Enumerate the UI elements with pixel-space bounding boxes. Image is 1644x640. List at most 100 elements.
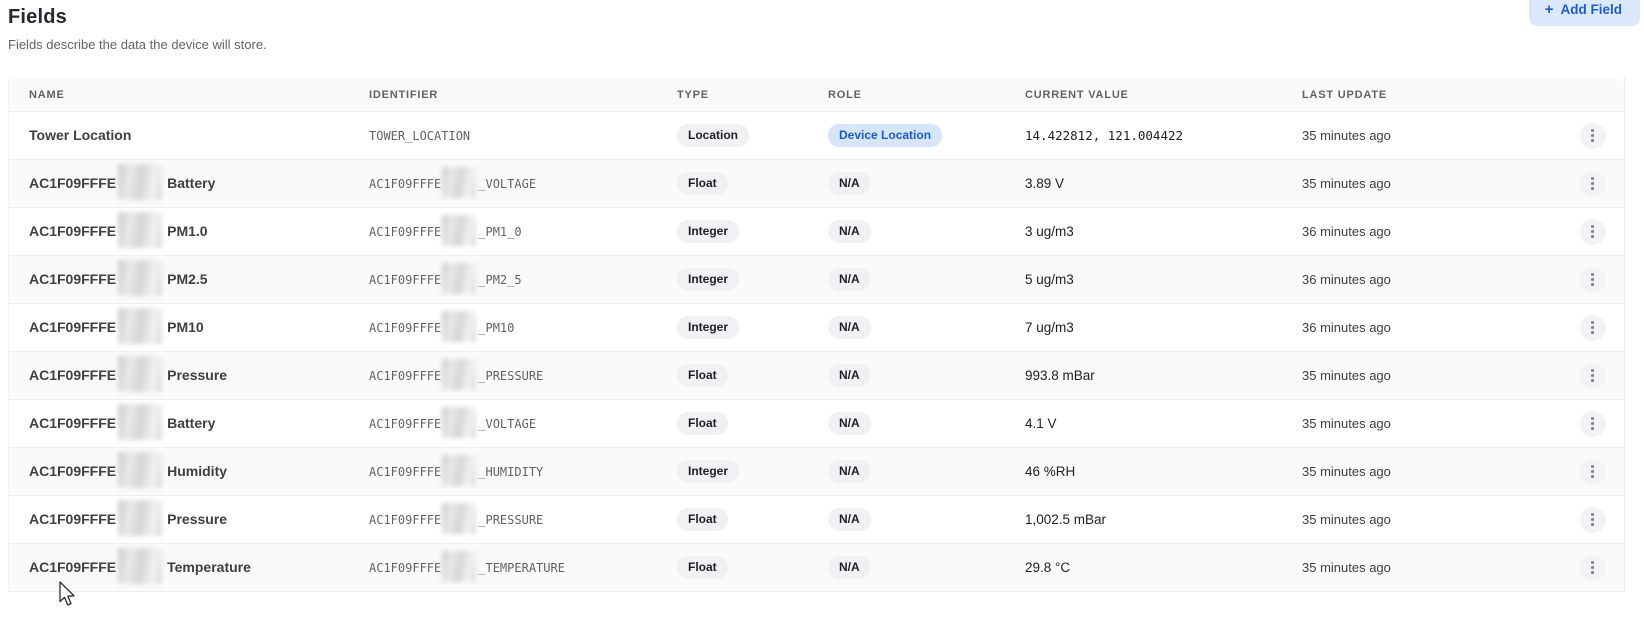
field-identifier-suffix: _TEMPERATURE (478, 560, 565, 575)
last-update: 35 minutes ago (1302, 463, 1391, 479)
kebab-icon (1591, 512, 1594, 516)
kebab-icon (1591, 464, 1594, 468)
kebab-icon (1591, 416, 1594, 420)
current-value: 3.89 V (1025, 175, 1065, 191)
kebab-icon (1591, 176, 1594, 180)
role-badge: N/A (828, 268, 871, 291)
redacted-block (442, 310, 477, 342)
row-menu-button[interactable] (1579, 554, 1606, 581)
row-menu-button[interactable] (1579, 218, 1606, 245)
redacted-block (442, 454, 477, 486)
row-menu-button[interactable] (1579, 266, 1606, 293)
current-value: 46 %RH (1025, 463, 1076, 479)
redacted-block (118, 212, 163, 249)
role-badge: N/A (828, 364, 871, 387)
last-update: 36 minutes ago (1302, 271, 1391, 287)
redacted-block (442, 406, 477, 438)
row-menu-button[interactable] (1579, 458, 1606, 485)
row-menu-button[interactable] (1579, 170, 1606, 197)
field-name-prefix: AC1F09FFFE (29, 510, 117, 527)
field-name-suffix: PM2.5 (167, 270, 208, 287)
fields-table: NAME IDENTIFIER TYPE ROLE CURRENT VALUE … (8, 78, 1625, 592)
field-name-prefix: AC1F09FFFE (29, 462, 117, 479)
type-badge: Integer (677, 460, 740, 483)
field-identifier-suffix: _PM1_0 (478, 224, 522, 239)
field-name-prefix: AC1F09FFFE (29, 366, 117, 383)
redacted-block (442, 502, 477, 534)
field-identifier-prefix: TOWER_LOCATION (369, 128, 471, 143)
redacted-block (118, 356, 163, 393)
field-identifier-suffix: _PM2_5 (478, 272, 522, 287)
kebab-icon (1591, 320, 1594, 324)
last-update: 35 minutes ago (1302, 415, 1391, 431)
field-identifier-prefix: AC1F09FFFE (369, 368, 442, 383)
row-menu-button[interactable] (1579, 362, 1606, 389)
table-header-row: NAME IDENTIFIER TYPE ROLE CURRENT VALUE … (9, 78, 1624, 112)
field-identifier-suffix: _PRESSURE (478, 512, 544, 527)
current-value: 5 ug/m3 (1025, 271, 1074, 287)
current-value: 4.1 V (1025, 415, 1057, 431)
column-header-last-update: LAST UPDATE (1302, 88, 1387, 101)
redacted-block (442, 550, 477, 582)
last-update: 35 minutes ago (1302, 367, 1391, 383)
field-name-prefix: AC1F09FFFE (29, 270, 117, 287)
column-header-type: TYPE (677, 88, 709, 101)
column-header-role: ROLE (828, 88, 862, 101)
kebab-icon (1591, 368, 1594, 372)
kebab-icon (1591, 560, 1594, 564)
field-identifier-prefix: AC1F09FFFE (369, 272, 442, 287)
field-identifier-prefix: AC1F09FFFE (369, 320, 442, 335)
row-menu-button[interactable] (1579, 410, 1606, 437)
type-badge: Integer (677, 220, 740, 243)
field-name-prefix: Tower Location (29, 126, 132, 143)
row-menu-button[interactable] (1579, 506, 1606, 533)
table-row: AC1F09FFFE Humidity AC1F09FFFE _HUMIDITY I… (9, 448, 1624, 496)
type-badge: Float (677, 412, 728, 435)
field-identifier-prefix: AC1F09FFFE (369, 560, 442, 575)
redacted-block (442, 214, 477, 246)
field-identifier-prefix: AC1F09FFFE (369, 464, 442, 479)
field-identifier-prefix: AC1F09FFFE (369, 176, 442, 191)
field-name-prefix: AC1F09FFFE (29, 174, 117, 191)
table-row: AC1F09FFFE PM1.0 AC1F09FFFE _PM1_0 Integer… (9, 208, 1624, 256)
field-name-suffix: Battery (167, 414, 216, 431)
current-value: 14.422812, 121.004422 (1025, 127, 1184, 143)
last-update: 35 minutes ago (1302, 511, 1391, 527)
current-value: 29.8 °C (1025, 559, 1071, 575)
redacted-block (118, 404, 163, 441)
field-name-prefix: AC1F09FFFE (29, 414, 117, 431)
role-badge: N/A (828, 556, 871, 579)
last-update: 35 minutes ago (1302, 175, 1391, 191)
row-menu-button[interactable] (1579, 314, 1606, 341)
row-menu-button[interactable] (1579, 122, 1606, 149)
redacted-block (118, 500, 163, 537)
redacted-block (442, 358, 477, 390)
table-row: AC1F09FFFE Temperature AC1F09FFFE _TEMPERA… (9, 544, 1624, 592)
type-badge: Float (677, 556, 728, 579)
field-name-prefix: AC1F09FFFE (29, 318, 117, 335)
table-row: AC1F09FFFE Battery AC1F09FFFE _VOLTAGE Flo… (9, 400, 1624, 448)
current-value: 3 ug/m3 (1025, 223, 1074, 239)
redacted-block (118, 164, 163, 201)
redacted-block (118, 308, 163, 345)
last-update: 36 minutes ago (1302, 319, 1391, 335)
plus-icon: + (1544, 1, 1554, 18)
field-identifier-prefix: AC1F09FFFE (369, 416, 442, 431)
type-badge: Integer (677, 268, 740, 291)
redacted-block (118, 548, 163, 585)
role-badge: N/A (828, 460, 871, 483)
table-row: AC1F09FFFE PM2.5 AC1F09FFFE _PM2_5 Integer… (9, 256, 1624, 304)
role-badge: N/A (828, 508, 871, 531)
last-update: 36 minutes ago (1302, 223, 1391, 239)
field-identifier-suffix: _PRESSURE (478, 368, 544, 383)
redacted-block (118, 260, 163, 297)
add-field-button[interactable]: + Add Field (1528, 0, 1640, 26)
kebab-icon (1591, 128, 1594, 132)
table-row: AC1F09FFFE Pressure AC1F09FFFE _PRESSURE F… (9, 352, 1624, 400)
column-header-identifier: IDENTIFIER (369, 88, 439, 101)
role-badge: N/A (828, 316, 871, 339)
field-name-prefix: AC1F09FFFE (29, 222, 117, 239)
type-badge: Integer (677, 316, 740, 339)
redacted-block (118, 452, 163, 489)
